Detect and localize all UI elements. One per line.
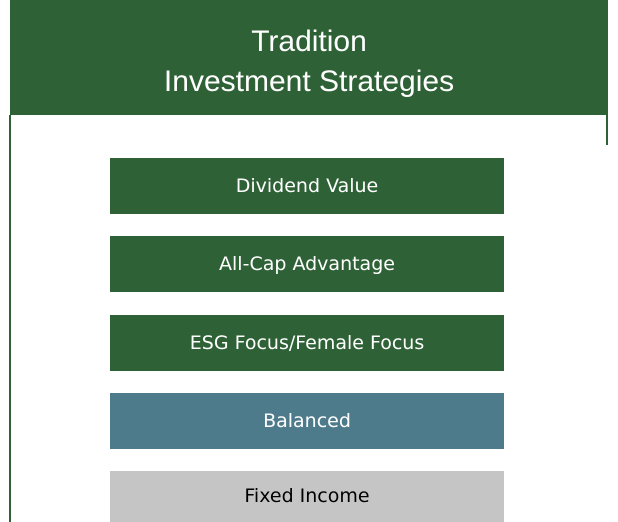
strategy-button[interactable]: All-Cap Advantage: [110, 236, 504, 292]
header: Tradition Investment Strategies: [10, 0, 608, 115]
strategy-button[interactable]: ESG Focus/Female Focus: [110, 315, 504, 371]
border-line: [9, 115, 11, 522]
title-line: Investment Strategies: [163, 65, 455, 98]
strategy-button[interactable]: Balanced: [110, 393, 504, 449]
strategy-button[interactable]: Dividend Value: [110, 158, 504, 214]
strategy-button[interactable]: Fixed Income: [110, 471, 504, 522]
title-line: Tradition: [251, 25, 367, 58]
border-line: [606, 115, 608, 145]
